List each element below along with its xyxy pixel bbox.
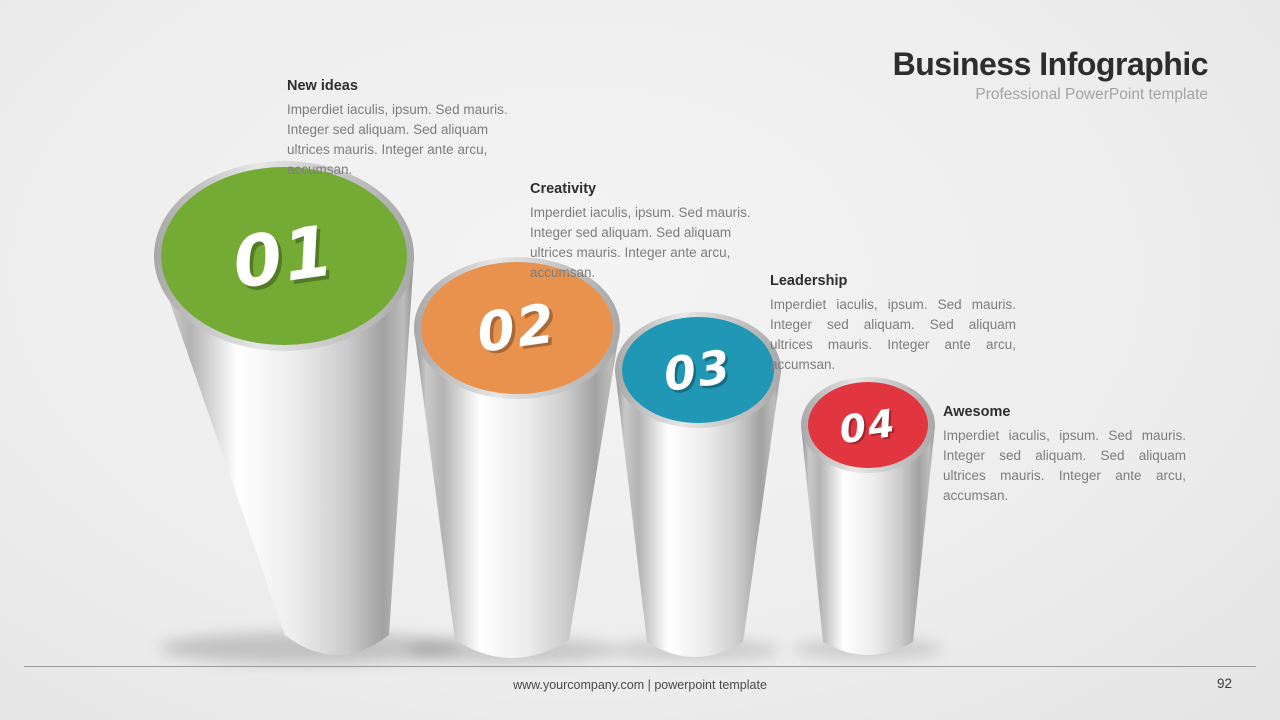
cylinder-number: 02 xyxy=(473,291,560,364)
cylinder-02: 02 02 xyxy=(414,257,620,658)
footer-divider xyxy=(24,666,1256,667)
section-new-ideas: New ideas Imperdiet iaculis, ipsum. Sed … xyxy=(287,78,524,180)
section-awesome: Awesome Imperdiet iaculis, ipsum. Sed ma… xyxy=(943,404,1186,506)
cylinder-body xyxy=(154,256,414,655)
cylinder-top xyxy=(161,167,407,345)
page-title: Business Infographic xyxy=(892,46,1209,82)
cylinder-03: 03 03 xyxy=(615,312,781,657)
section-body: Imperdiet iaculis, ipsum. Sed mauris. In… xyxy=(943,428,1186,503)
section-title: Leadership xyxy=(770,273,848,289)
cylinder-number-shadow: 04 xyxy=(839,402,901,453)
cylinder-number-shadow: 01 xyxy=(231,213,343,308)
section-title: New ideas xyxy=(287,78,358,94)
section-leadership: Leadership Imperdiet iaculis, ipsum. Sed… xyxy=(770,273,1016,375)
section-body: Imperdiet iaculis, ipsum. Sed mauris. In… xyxy=(770,297,1016,372)
cylinder-top xyxy=(421,262,613,394)
section-creativity: Creativity Imperdiet iaculis, ipsum. Sed… xyxy=(530,181,764,283)
cylinder-number: 01 xyxy=(228,209,340,304)
section-body: Imperdiet iaculis, ipsum. Sed mauris. In… xyxy=(287,102,508,177)
cylinder-body xyxy=(615,370,781,657)
cylinder-01: 01 01 xyxy=(154,161,414,655)
cylinder-number-shadow: 02 xyxy=(477,294,564,367)
cylinder-number-shadow: 03 xyxy=(663,342,738,405)
header: Business Infographic Professional PowerP… xyxy=(892,46,1209,104)
page-number: 92 xyxy=(1216,676,1232,691)
cylinder-number: 03 xyxy=(660,339,735,402)
cylinder-body xyxy=(414,328,620,658)
section-title: Awesome xyxy=(943,404,1011,420)
footer-text: www.yourcompany.com | powerpoint templat… xyxy=(513,678,767,692)
section-title: Creativity xyxy=(530,181,597,197)
section-body: Imperdiet iaculis, ipsum. Sed mauris. In… xyxy=(530,205,751,280)
page-subtitle: Professional PowerPoint template xyxy=(975,86,1208,103)
cylinder-top xyxy=(808,382,928,468)
cylinder-top xyxy=(622,317,774,423)
cylinder-04: 04 04 xyxy=(801,377,935,655)
cylinder-number: 04 xyxy=(837,401,899,452)
cylinder-body xyxy=(801,425,935,655)
